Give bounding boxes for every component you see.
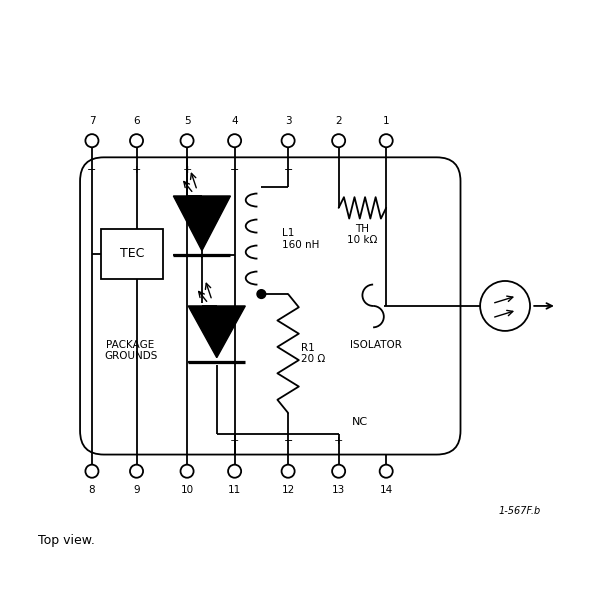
Polygon shape [188,306,245,358]
Text: Top view.: Top view. [38,534,95,547]
Text: R1
20 Ω: R1 20 Ω [301,343,325,364]
Text: +: + [132,166,141,175]
Text: 11: 11 [228,485,241,496]
Text: −: − [283,436,293,446]
Text: +: + [334,436,343,446]
Text: 7: 7 [89,116,95,127]
Text: TH
10 kΩ: TH 10 kΩ [347,224,377,245]
Text: 6: 6 [133,116,140,127]
Text: +: + [230,436,239,446]
Text: 4: 4 [231,116,238,127]
Text: 8: 8 [89,485,95,496]
Text: 13: 13 [332,485,345,496]
Circle shape [257,290,266,298]
Text: −: − [87,166,97,175]
Text: −: − [230,166,239,175]
Text: 5: 5 [184,116,190,127]
Text: 9: 9 [133,485,140,496]
Text: 12: 12 [281,485,295,496]
Text: +: + [182,166,192,175]
Text: PACKAGE
GROUNDS: PACKAGE GROUNDS [104,340,157,361]
Text: 2: 2 [335,116,342,127]
Polygon shape [173,196,230,251]
Text: 10: 10 [181,485,194,496]
Text: −: − [283,166,293,175]
FancyBboxPatch shape [80,157,461,455]
Bar [101,229,163,279]
Text: 3: 3 [285,116,292,127]
Text: 1-567F.b: 1-567F.b [499,506,541,516]
Text: TEC: TEC [120,247,144,260]
Text: 14: 14 [380,485,393,496]
Text: 1: 1 [383,116,389,127]
Text: L1
160 nH: L1 160 nH [282,228,320,250]
Text: NC: NC [352,417,368,427]
Text: ISOLATOR: ISOLATOR [350,340,402,350]
